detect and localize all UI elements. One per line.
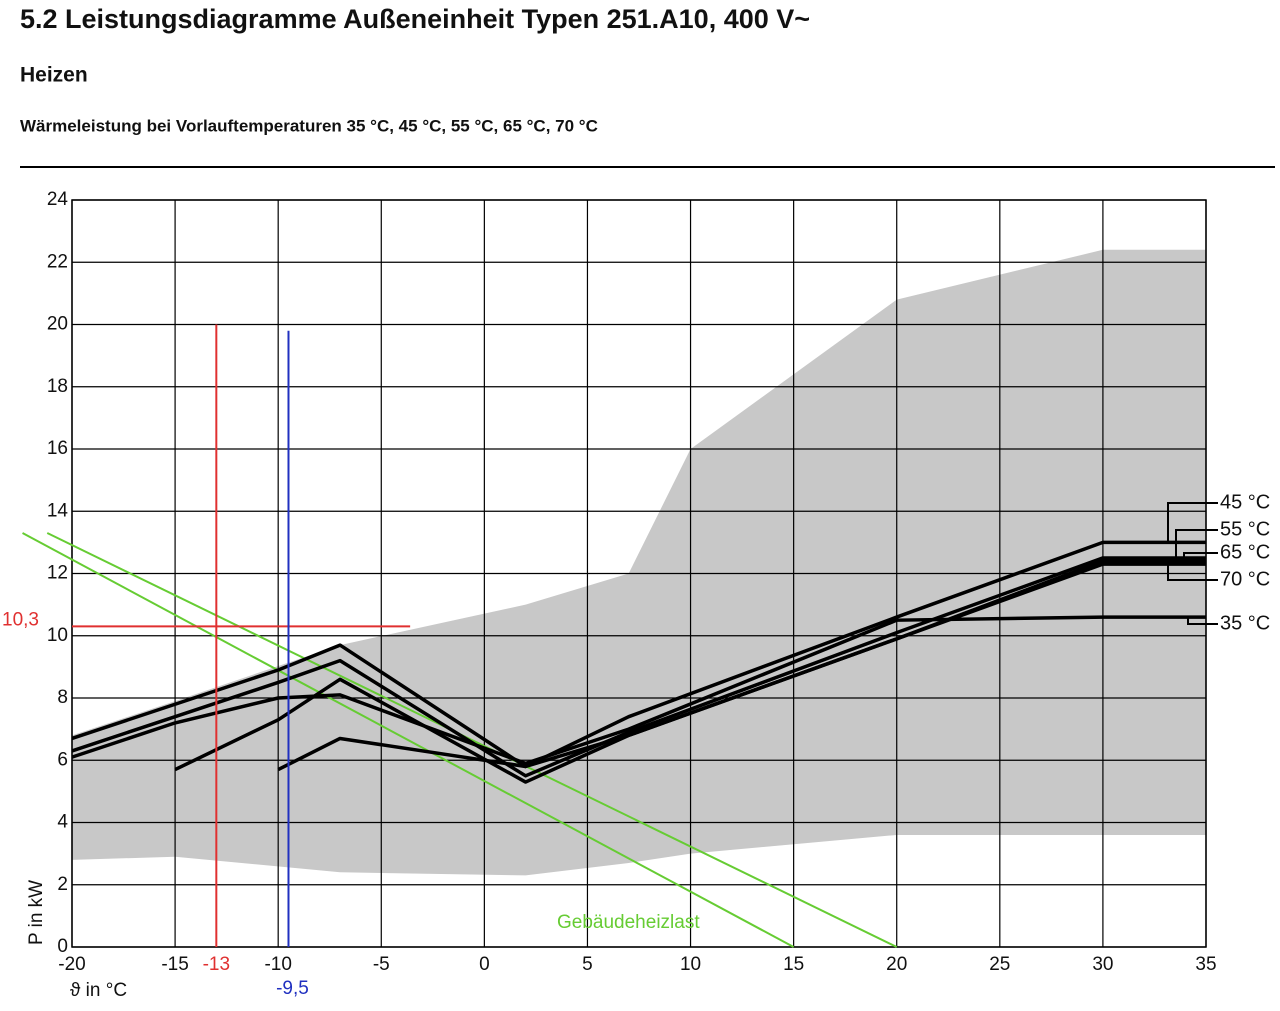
x-tick-label: 10 xyxy=(680,954,701,975)
legend-label: 45 °C xyxy=(1220,491,1270,513)
marker-label: -9,5 xyxy=(276,978,309,999)
caption: Wärmeleistung bei Vorlauftemperaturen 35… xyxy=(20,116,598,135)
y-tick-label: 6 xyxy=(57,749,68,770)
legend-label: 35 °C xyxy=(1220,612,1270,634)
y-tick-label: 4 xyxy=(57,812,68,833)
legend-connector xyxy=(1187,616,1218,625)
x-tick-label: 20 xyxy=(886,954,907,975)
series-line xyxy=(277,562,1206,772)
y-tick-label: 24 xyxy=(47,189,69,210)
marker-label: 10,3 xyxy=(2,609,39,630)
legend-connector xyxy=(1167,563,1218,581)
x-tick-label: 5 xyxy=(582,954,593,975)
page-title: 5.2 Leistungsdiagramme Außeneinheit Type… xyxy=(20,4,810,34)
y-tick-label: 22 xyxy=(47,251,68,272)
y-axis-label: P in kW xyxy=(26,880,47,945)
x-tick-label: -5 xyxy=(373,954,390,975)
legend-connector xyxy=(1167,502,1218,544)
x-tick-label: -15 xyxy=(161,954,188,975)
series-line xyxy=(71,615,1206,766)
y-tick-label: 18 xyxy=(47,376,68,397)
y-tick-label: 20 xyxy=(47,314,68,335)
heat-load-line xyxy=(46,532,898,948)
heat-load-line xyxy=(22,532,795,948)
legend-connector xyxy=(1183,552,1218,563)
plot-frame xyxy=(71,199,1207,948)
x-tick-label: -10 xyxy=(264,954,291,975)
x-tick-label: -20 xyxy=(58,954,85,975)
x-axis-label: ϑ in °C xyxy=(70,980,127,1001)
x-tick-label: 15 xyxy=(783,954,804,975)
series-line xyxy=(71,556,1206,778)
legend-label: 70 °C xyxy=(1220,568,1270,590)
y-tick-label: 14 xyxy=(47,500,69,521)
heat-load-label: Gebäudeheizlast xyxy=(557,912,700,933)
x-tick-label: 25 xyxy=(989,954,1010,975)
marker-label: -13 xyxy=(203,954,230,975)
y-tick-label: 0 xyxy=(57,936,68,957)
operating-range xyxy=(72,249,1206,876)
legend-label: 65 °C xyxy=(1220,541,1270,563)
x-tick-label: 0 xyxy=(479,954,490,975)
y-tick-label: 10 xyxy=(47,625,68,646)
y-tick-label: 8 xyxy=(57,687,68,708)
y-tick-label: 12 xyxy=(47,563,68,584)
y-tick-label: 16 xyxy=(47,438,68,459)
legend-label: 55 °C xyxy=(1220,518,1270,540)
x-tick-label: 30 xyxy=(1092,954,1113,975)
y-tick-label: 2 xyxy=(57,874,68,895)
section-title: Heizen xyxy=(20,64,88,87)
x-tick-label: 35 xyxy=(1195,954,1216,975)
